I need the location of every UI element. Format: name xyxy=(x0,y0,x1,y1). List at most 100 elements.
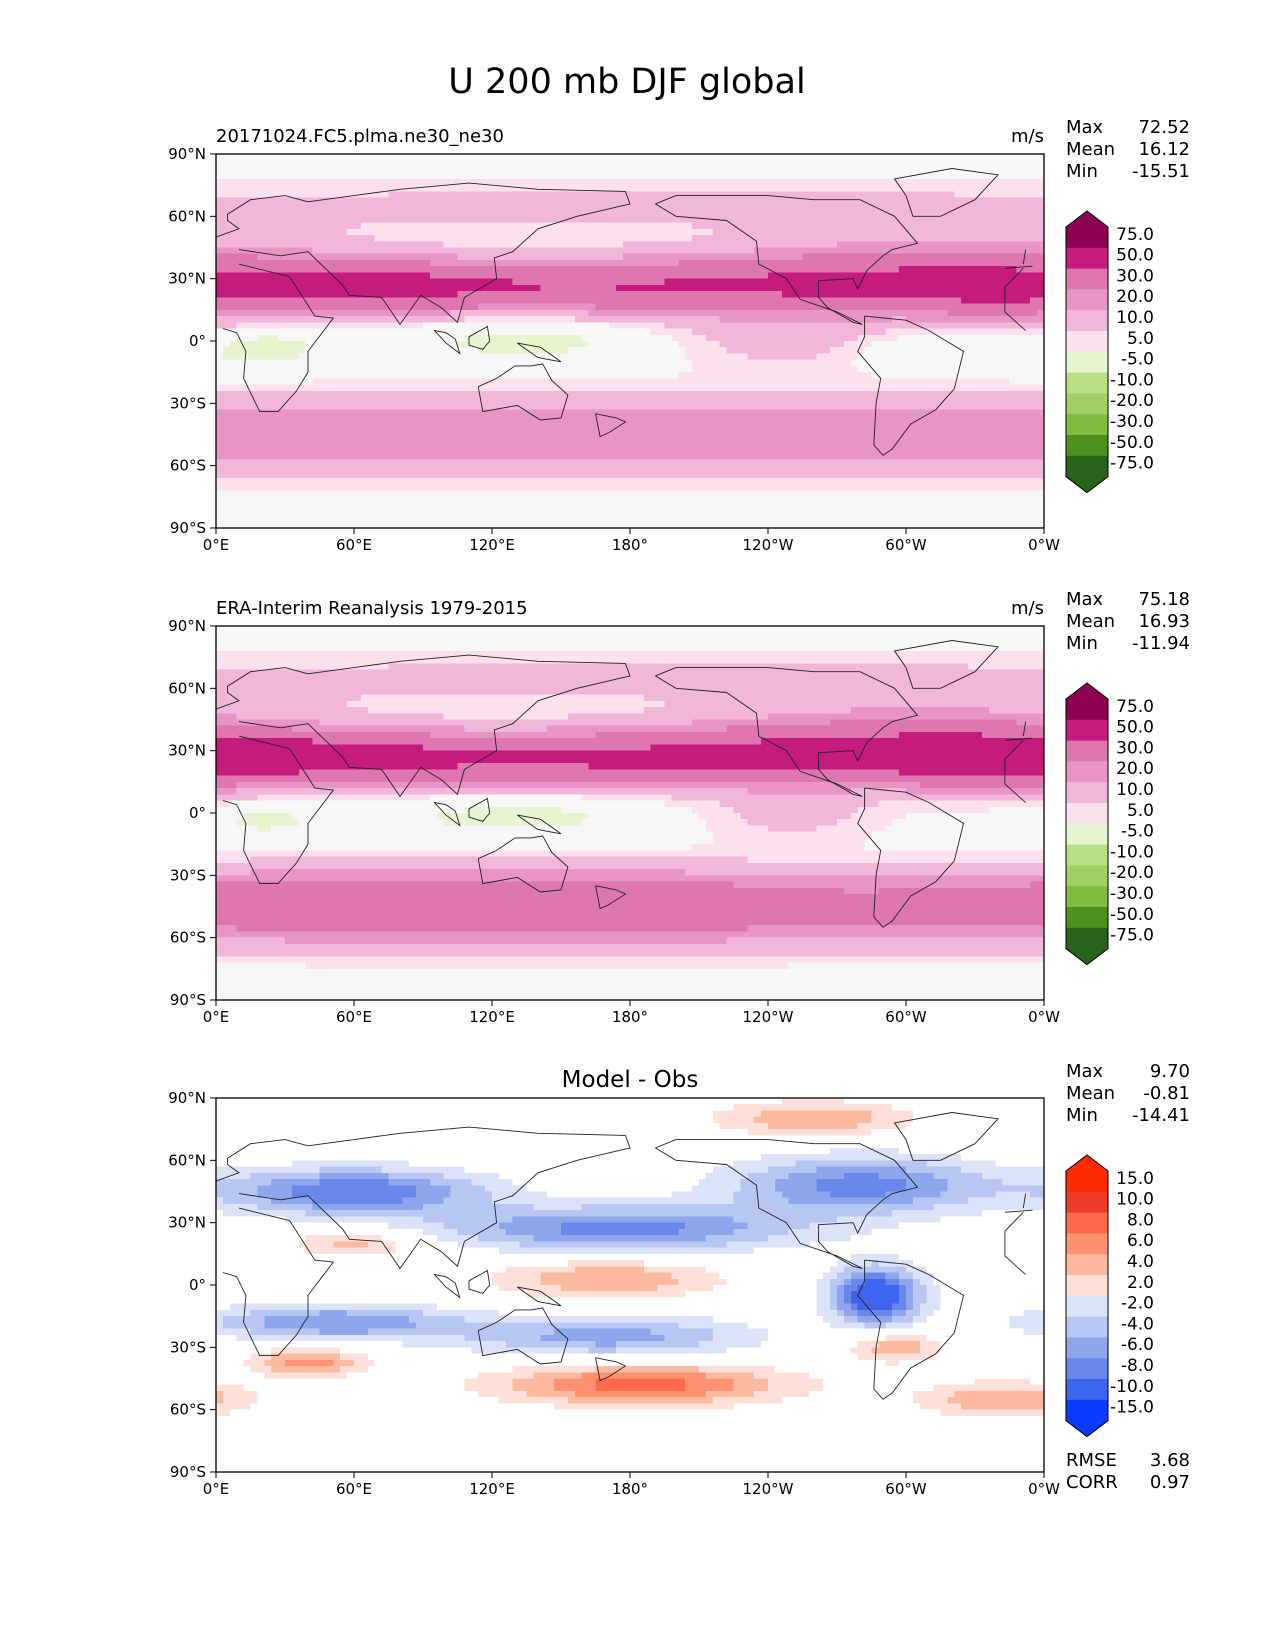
colorbar-segment xyxy=(1066,351,1108,374)
colorbar: 75.050.030.020.010.05.0-5.0-10.0-20.0-30… xyxy=(1065,210,1154,494)
colorbar-label: -10.0 xyxy=(1110,1377,1154,1397)
colorbar-label: 50.0 xyxy=(1116,246,1154,266)
colorbar-label: -50.0 xyxy=(1110,905,1154,925)
coastline xyxy=(595,413,627,438)
stat-label: Max xyxy=(1066,117,1104,138)
y-tick-label: 90°S xyxy=(170,1463,206,1481)
stat-value: -11.94 xyxy=(1132,633,1190,654)
y-tick-label: 60°S xyxy=(170,457,206,475)
stat-label: Min xyxy=(1066,633,1098,654)
x-tick-label: 120°W xyxy=(743,1008,794,1026)
x-tick-label: 120°E xyxy=(469,536,515,554)
coastline xyxy=(517,814,562,835)
colorbar-label: -5.0 xyxy=(1121,350,1154,370)
colorbar-segment xyxy=(1066,1337,1108,1359)
y-tick-label: 60°N xyxy=(168,679,206,697)
y-tick-label: 0° xyxy=(189,1276,206,1294)
coastline xyxy=(893,1112,999,1161)
coastline xyxy=(222,263,1033,413)
colorbar-segment xyxy=(1066,247,1108,270)
y-tick-label: 90°N xyxy=(168,145,206,163)
y-tick-label: 0° xyxy=(189,332,206,350)
x-tick-label: 60°W xyxy=(885,1480,927,1498)
coastline xyxy=(433,329,461,355)
colorbar-segment xyxy=(1066,414,1108,436)
y-tick-label: 60°S xyxy=(170,1401,206,1419)
colorbar-extend-bottom xyxy=(1066,1420,1108,1437)
colorbar-label: -8.0 xyxy=(1121,1356,1154,1376)
colorbar-label: -6.0 xyxy=(1121,1335,1154,1355)
colorbar-outline xyxy=(1065,682,1109,966)
colorbar-segment xyxy=(1066,268,1108,290)
colorbar-label: 30.0 xyxy=(1116,266,1154,286)
colorbar-segment xyxy=(1066,331,1108,353)
coastlines xyxy=(215,640,1033,928)
colorbar-label: -5.0 xyxy=(1121,822,1154,842)
colorbar-segment xyxy=(1066,1399,1108,1422)
y-tick-label: 30°S xyxy=(170,394,206,412)
stat-value: 16.93 xyxy=(1138,611,1190,632)
y-tick-label: 30°S xyxy=(170,1338,206,1356)
colorbar-segment xyxy=(1066,1295,1108,1318)
coastline xyxy=(655,667,919,797)
colorbar-segment xyxy=(1066,719,1108,742)
stat-label: Mean xyxy=(1066,611,1115,632)
colorbar-segment xyxy=(1066,1254,1108,1276)
colorbar-label: -20.0 xyxy=(1110,863,1154,883)
x-tick-label: 60°W xyxy=(885,536,927,554)
colorbar-segment xyxy=(1066,907,1108,929)
coastline xyxy=(857,787,965,928)
colorbar-label: 4.0 xyxy=(1127,1252,1154,1272)
figure-title: U 200 mb DJF global xyxy=(448,62,805,102)
colorbar-label: 30.0 xyxy=(1116,738,1154,758)
colorbar-segment xyxy=(1066,823,1108,846)
colorbar-segment xyxy=(1066,1275,1108,1297)
contour-field xyxy=(216,1098,1045,1473)
colorbar-extend-top xyxy=(1066,683,1108,699)
colorbar-segment xyxy=(1066,310,1108,332)
coastline xyxy=(477,363,569,421)
x-tick-label: 180° xyxy=(612,536,648,554)
colorbar-segment xyxy=(1066,393,1108,415)
colorbar-label: 50.0 xyxy=(1116,718,1154,738)
colorbar-label: 75.0 xyxy=(1116,697,1154,717)
panel-title: 20171024.FC5.plma.ne30_ne30 xyxy=(216,126,504,147)
x-tick-label: 60°W xyxy=(885,1008,927,1026)
x-tick-label: 60°E xyxy=(336,1480,372,1498)
colorbar: 15.010.08.06.04.02.0-2.0-4.0-6.0-8.0-10.… xyxy=(1065,1154,1154,1438)
colorbar-segment xyxy=(1066,455,1108,478)
colorbar-segment xyxy=(1066,1212,1108,1234)
stat-label: Mean xyxy=(1066,139,1115,160)
stat-value: -0.81 xyxy=(1143,1083,1190,1104)
colorbar-segment xyxy=(1066,289,1108,311)
colorbar-segment xyxy=(1066,435,1108,457)
colorbar-segment xyxy=(1066,927,1108,950)
y-tick-label: 90°S xyxy=(170,519,206,537)
colorbar: 75.050.030.020.010.05.0-5.0-10.0-20.0-30… xyxy=(1065,682,1154,966)
stat-value: 16.12 xyxy=(1138,139,1190,160)
stat-value: -14.41 xyxy=(1132,1105,1190,1126)
y-tick-label: 90°N xyxy=(168,1089,206,1107)
panel-1: 0°E 60°E 120°E 180° 120°W 60°W 0°W 90°N 60°N 30°N… xyxy=(168,117,1190,554)
stat-label: Mean xyxy=(1066,1083,1115,1104)
x-tick-label: 0°W xyxy=(1028,1480,1060,1498)
x-tick-label: 180° xyxy=(612,1480,648,1498)
coastline xyxy=(517,342,562,363)
coastlines xyxy=(215,1112,1033,1400)
y-tick-label: 60°N xyxy=(168,207,206,225)
x-tick-label: 0°E xyxy=(203,536,230,554)
coastline xyxy=(222,735,1033,885)
stat-label: Max xyxy=(1066,1061,1104,1082)
stat-label: Max xyxy=(1066,589,1104,610)
colorbar-segment xyxy=(1066,1191,1108,1214)
colorbar-label: 10.0 xyxy=(1116,780,1154,800)
panel-title: ERA-Interim Reanalysis 1979-2015 xyxy=(216,598,528,619)
x-tick-label: 60°E xyxy=(336,1008,372,1026)
coastline xyxy=(655,1139,919,1269)
stat-value: 3.68 xyxy=(1150,1450,1190,1471)
colorbar-label: 5.0 xyxy=(1127,329,1154,349)
coastline xyxy=(595,1357,627,1382)
y-tick-label: 30°S xyxy=(170,866,206,884)
colorbar-label: 10.0 xyxy=(1116,308,1154,328)
